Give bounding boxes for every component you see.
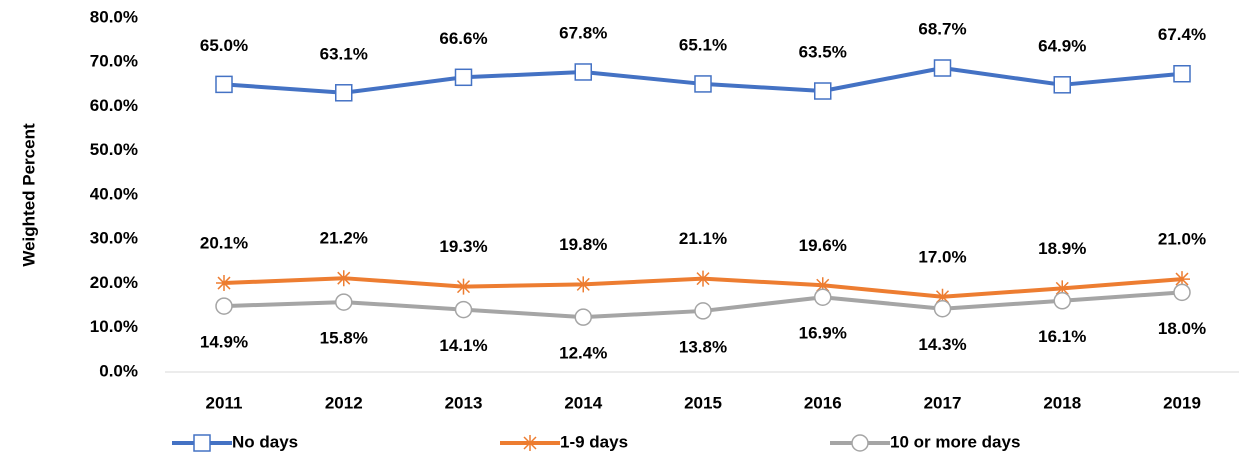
marker-square <box>193 434 211 452</box>
marker-star <box>216 275 232 292</box>
data-label: 65.1% <box>679 35 727 54</box>
marker-circle <box>814 288 832 306</box>
marker-star <box>1174 271 1190 288</box>
data-label: 21.1% <box>679 229 727 248</box>
marker-circle <box>933 299 952 318</box>
y-tick-label: 60.0% <box>90 96 138 115</box>
marker-square <box>933 59 952 77</box>
x-tick-label: 2013 <box>445 393 483 412</box>
x-tick-label: 2011 <box>206 393 243 412</box>
marker-star <box>335 270 352 287</box>
marker-square <box>1173 65 1191 83</box>
y-tick-label: 50.0% <box>90 140 138 159</box>
marker-star <box>455 278 472 295</box>
marker-star <box>575 276 592 293</box>
legend-label: 10 or more days <box>890 432 1020 451</box>
marker-square <box>1053 76 1071 94</box>
marker-circle <box>574 308 592 326</box>
marker-circle <box>1053 292 1071 310</box>
y-axis-title: Weighted Percent <box>19 123 38 267</box>
x-tick-label: 2015 <box>684 393 722 412</box>
data-label: 14.9% <box>200 333 248 352</box>
data-label: 19.8% <box>559 235 607 254</box>
x-tick-label: 2012 <box>325 393 363 412</box>
data-label: 15.8% <box>320 329 368 348</box>
data-label: 63.1% <box>320 44 368 63</box>
marker-circle <box>454 300 473 319</box>
y-tick-label: 0.0% <box>99 361 138 380</box>
marker-star <box>934 288 951 305</box>
x-tick-label: 2014 <box>564 393 602 412</box>
data-label: 18.0% <box>1158 319 1206 338</box>
marker-square <box>574 63 592 81</box>
x-tick-label: 2019 <box>1163 393 1201 412</box>
marker-circle <box>1173 283 1191 302</box>
marker-circle <box>215 297 233 315</box>
data-label: 21.2% <box>320 229 368 248</box>
data-label: 63.5% <box>799 42 847 61</box>
data-label: 14.3% <box>918 335 966 354</box>
y-tick-label: 30.0% <box>90 229 138 248</box>
legend-label: No days <box>232 432 298 451</box>
data-label: 66.6% <box>439 29 487 48</box>
marker-star <box>814 277 831 294</box>
data-label: 14.1% <box>439 336 487 355</box>
data-label: 20.1% <box>200 234 248 253</box>
x-tick-label: 2017 <box>924 393 962 412</box>
marker-star <box>695 270 711 287</box>
marker-star <box>522 435 538 451</box>
marker-square <box>215 75 233 94</box>
x-tick-label: 2018 <box>1043 393 1081 412</box>
data-label: 68.7% <box>918 19 966 38</box>
y-tick-label: 80.0% <box>90 7 138 26</box>
y-tick-label: 20.0% <box>90 273 138 292</box>
data-label: 16.9% <box>799 324 847 343</box>
marker-circle <box>694 302 712 320</box>
marker-square <box>694 75 712 93</box>
y-tick-label: 70.0% <box>90 52 138 71</box>
data-label: 67.8% <box>559 23 607 42</box>
marker-square <box>454 68 473 87</box>
legend-label: 1-9 days <box>560 432 628 451</box>
data-label: 19.3% <box>439 237 487 256</box>
marker-circle <box>335 293 353 311</box>
data-label: 65.0% <box>200 36 248 55</box>
x-tick-label: 2016 <box>804 393 842 412</box>
y-tick-label: 40.0% <box>90 184 138 203</box>
data-label: 64.9% <box>1038 36 1086 55</box>
data-label: 18.9% <box>1038 239 1086 258</box>
data-label: 13.8% <box>679 337 727 356</box>
data-label: 17.0% <box>918 247 966 266</box>
marker-square <box>335 84 353 102</box>
data-label: 67.4% <box>1158 25 1206 44</box>
y-tick-label: 10.0% <box>90 317 138 336</box>
marker-star <box>1054 280 1071 297</box>
data-label: 12.4% <box>559 344 607 363</box>
data-label: 21.0% <box>1158 230 1206 249</box>
marker-square <box>814 82 832 100</box>
data-label: 16.1% <box>1038 327 1086 346</box>
data-label: 19.6% <box>799 236 847 255</box>
marker-circle <box>851 434 869 452</box>
